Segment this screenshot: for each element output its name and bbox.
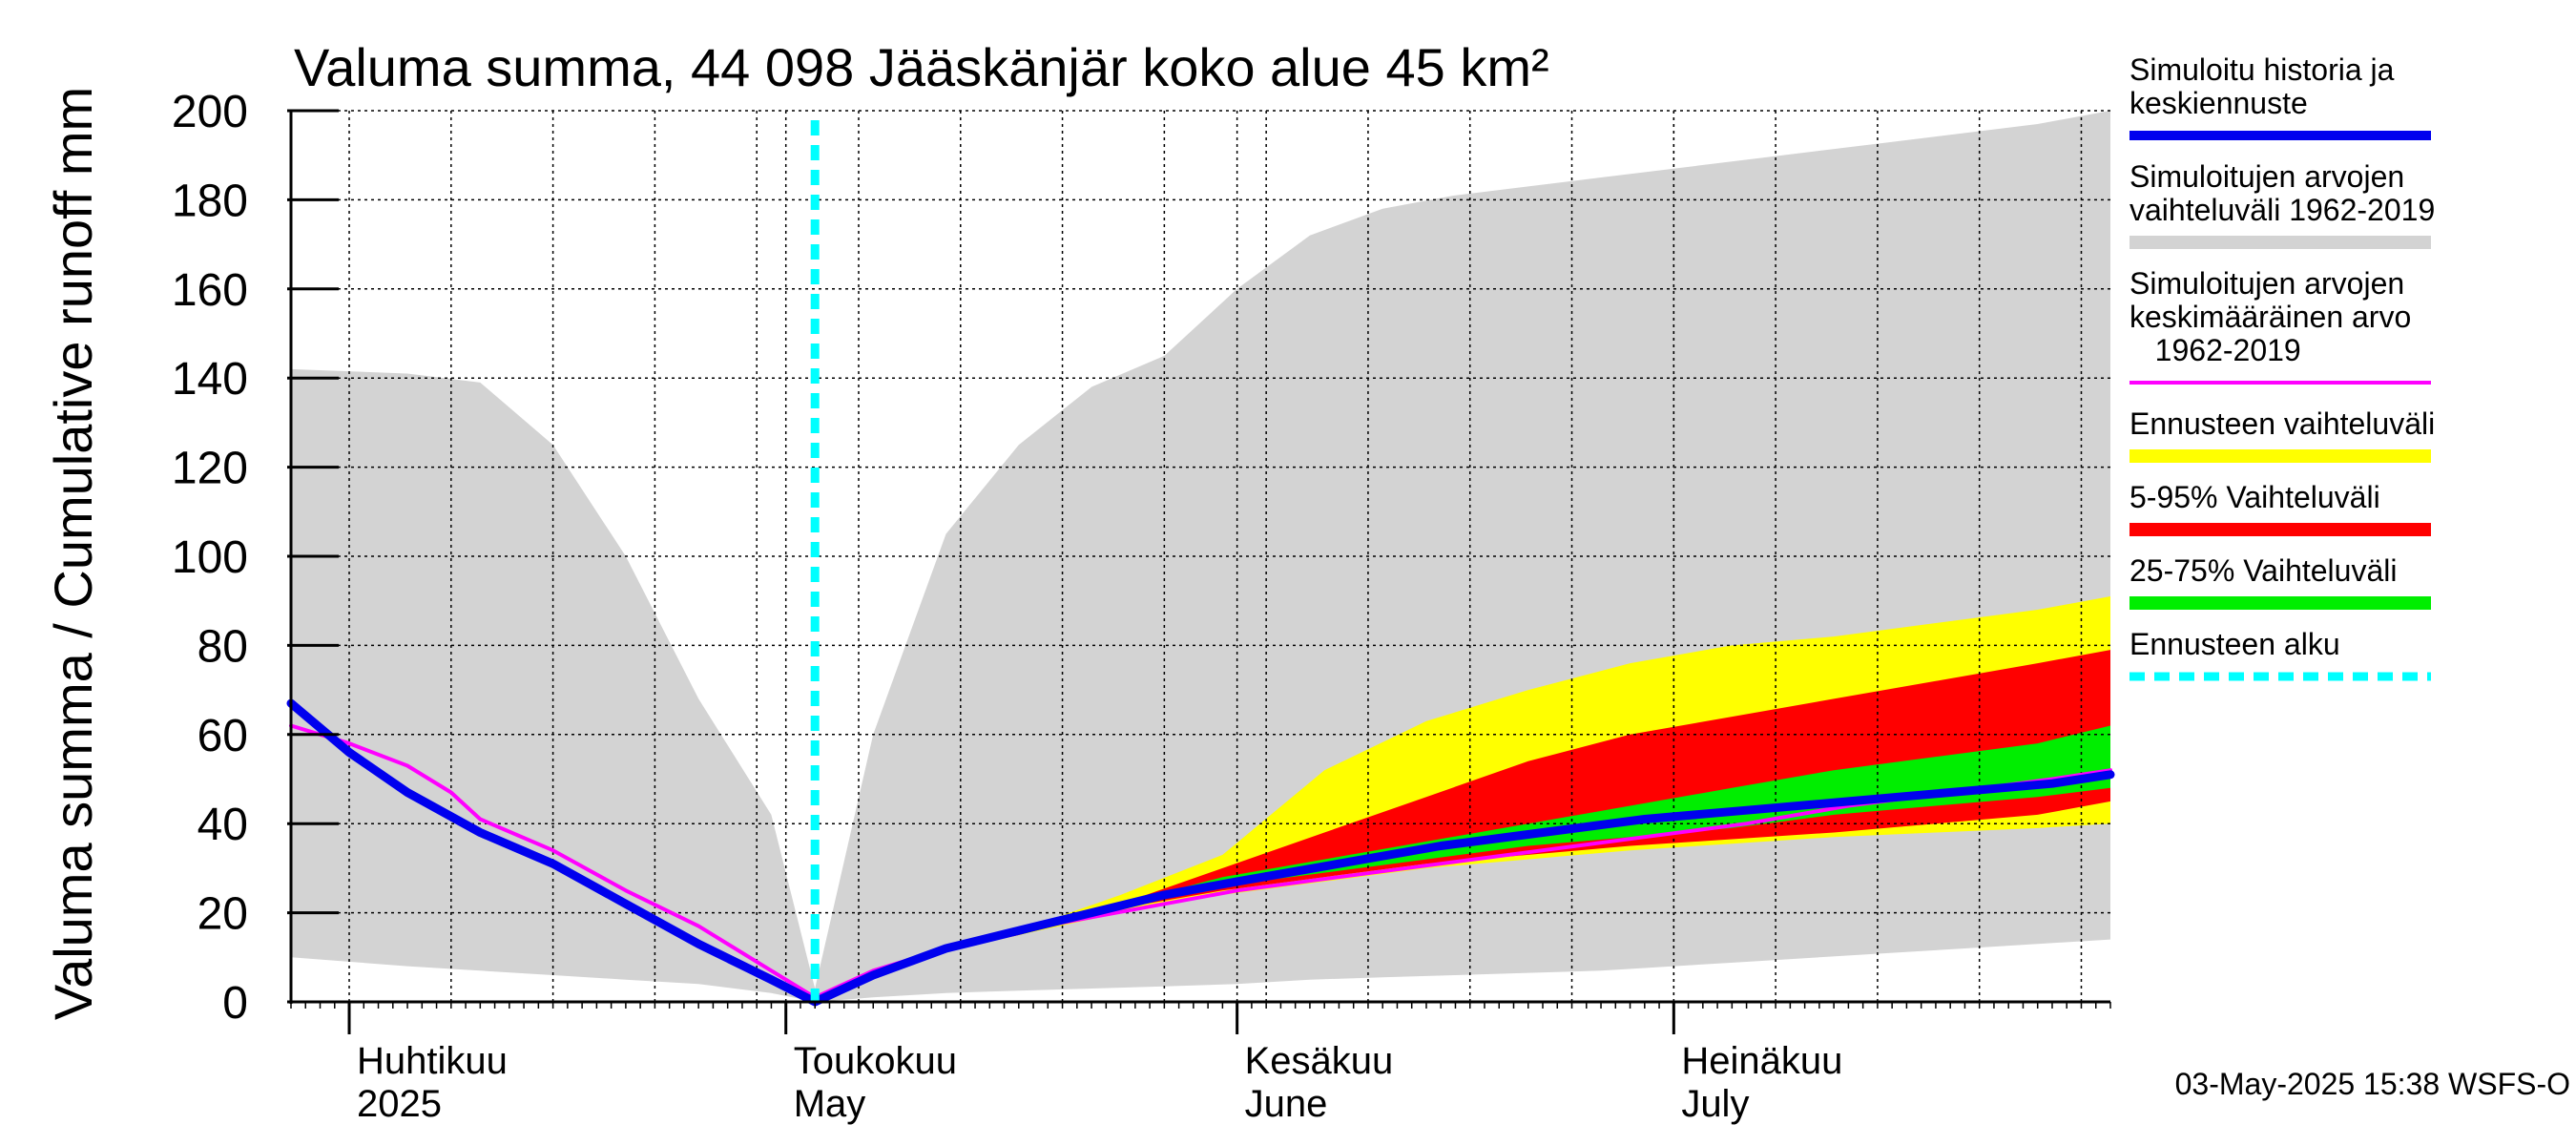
y-tick-label: 20 — [197, 889, 248, 940]
legend-label: Ennusteen alku — [2129, 627, 2340, 661]
y-tick-label: 140 — [172, 354, 248, 405]
legend-label: keskimääräinen arvo — [2129, 300, 2411, 334]
legend-label: vaihteluväli 1962-2019 — [2129, 193, 2435, 227]
y-axis-label: Valuma summa / Cumulative runoff mm — [43, 87, 103, 1020]
month-label-fi: Kesäkuu — [1245, 1040, 1394, 1082]
legend-label: 25-75% Vaihteluväli — [2129, 553, 2397, 588]
legend-label: Simuloitujen arvojen — [2129, 266, 2404, 301]
month-label-fi: Heinäkuu — [1681, 1040, 1842, 1082]
y-tick-label: 160 — [172, 265, 248, 316]
simulated-series-line — [286, 698, 2115, 1007]
y-tick-label: 60 — [197, 711, 248, 761]
month-label-en: June — [1245, 1083, 1328, 1125]
legend-label: Simuloitu historia ja — [2129, 52, 2395, 87]
timestamp: 03-May-2025 15:38 WSFS-O — [2175, 1067, 2570, 1101]
month-label-fi: Huhtikuu — [357, 1040, 508, 1082]
month-label-en: May — [794, 1083, 866, 1125]
month-label-en: July — [1681, 1083, 1749, 1125]
p25-75-band — [815, 725, 2111, 1002]
y-tick-label: 40 — [197, 800, 248, 850]
month-label-fi: Toukokuu — [794, 1040, 957, 1082]
y-tick-label: 180 — [172, 176, 248, 226]
y-tick-label: 80 — [197, 621, 248, 672]
legend-label: Ennusteen vaihteluväli — [2129, 406, 2435, 441]
month-label-en: 2025 — [357, 1083, 442, 1125]
y-tick-label: 200 — [172, 87, 248, 137]
y-tick-label: 100 — [172, 532, 248, 583]
legend-label: keskiennuste — [2129, 86, 2308, 120]
grid — [286, 110, 2115, 1007]
legend-label: 1962-2019 — [2129, 333, 2301, 367]
y-tick-label: 120 — [172, 444, 248, 494]
y-tick-label: 0 — [222, 978, 248, 1029]
legend-label: Simuloitujen arvojen — [2129, 159, 2404, 194]
p5-95-band — [815, 650, 2111, 1002]
chart-title: Valuma summa, 44 098 Jääskänjär koko alu… — [294, 37, 1549, 97]
legend-label: 5-95% Vaihteluväli — [2129, 480, 2380, 514]
